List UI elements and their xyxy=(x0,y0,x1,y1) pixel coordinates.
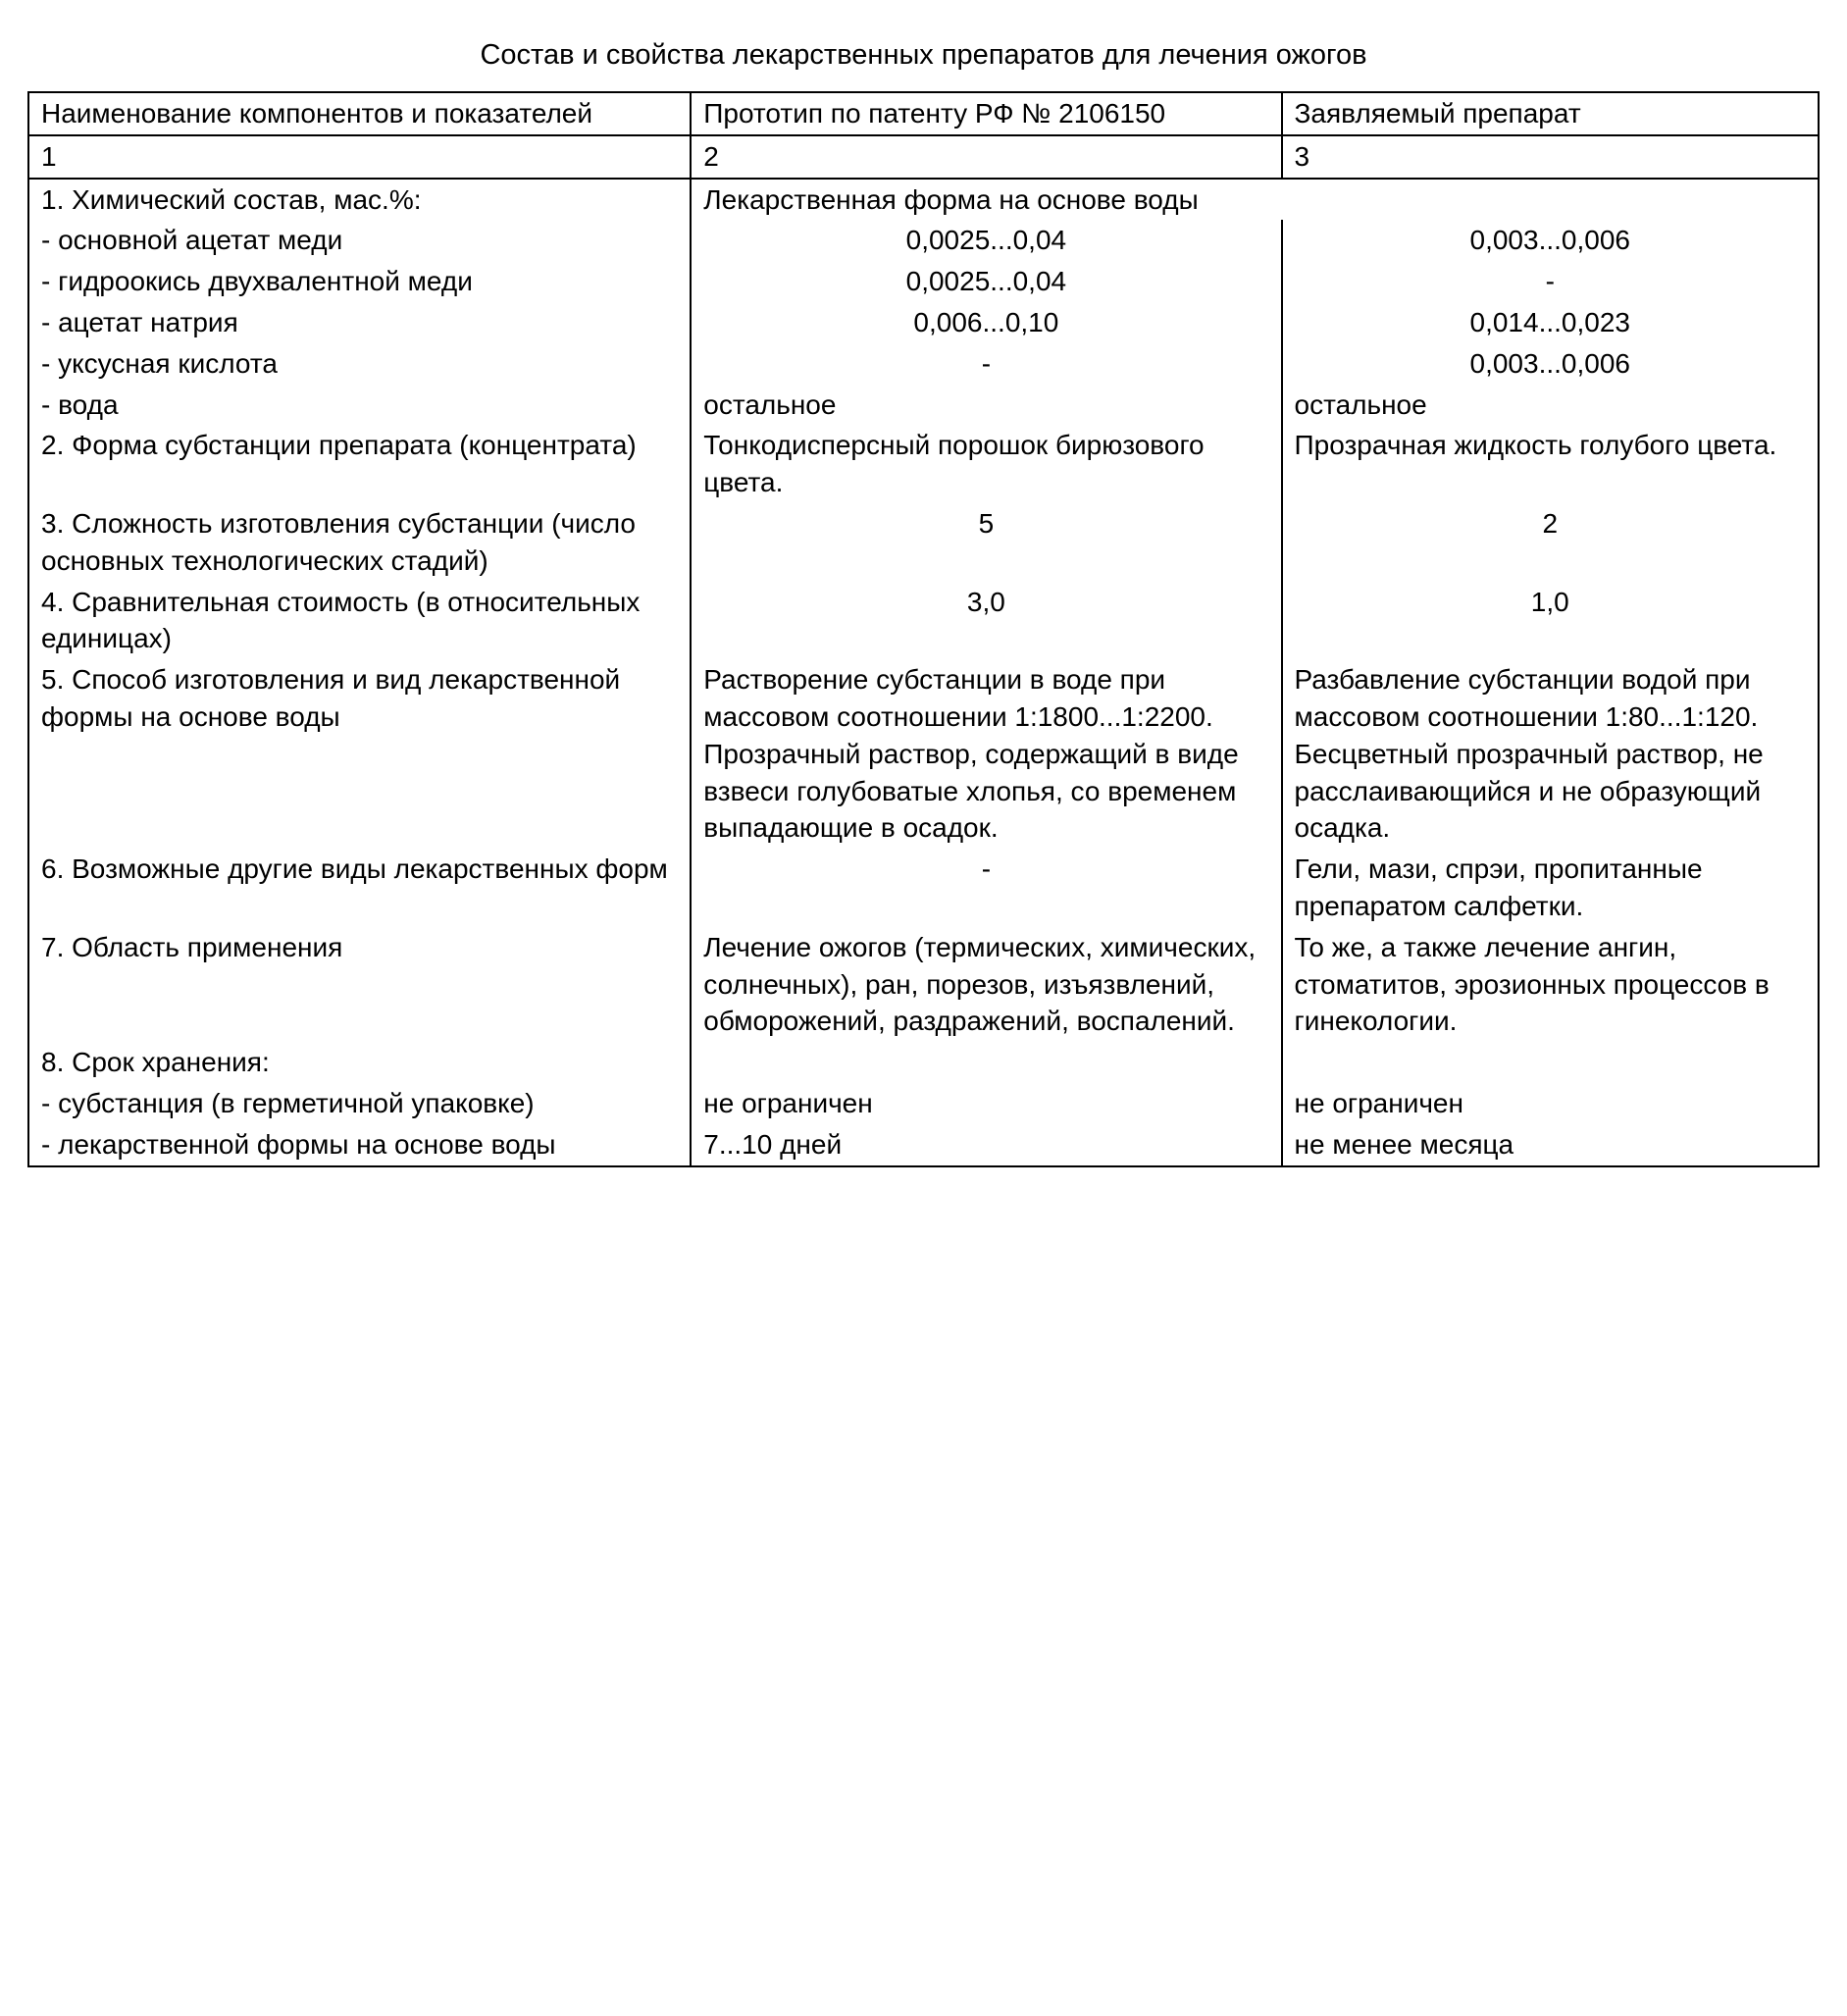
number-row: 1 2 3 xyxy=(28,135,1819,179)
cell-col3: 2 xyxy=(1282,503,1820,582)
table-row: 7. Область примененияЛечение ожогов (тер… xyxy=(28,927,1819,1042)
cell-col3: 0,014...0,023 xyxy=(1282,302,1820,343)
cell-col1: - вода xyxy=(28,385,691,426)
table-row: - гидроокись двухвалентной меди0,0025...… xyxy=(28,261,1819,302)
cell-col1: 8. Срок хранения: xyxy=(28,1042,691,1083)
table-row: - водаостальноеостальное xyxy=(28,385,1819,426)
table-row: 8. Срок хранения: xyxy=(28,1042,1819,1083)
header-cell-1: Наименование компонентов и показателей xyxy=(28,92,691,135)
cell-col2: 5 xyxy=(691,503,1281,582)
cell-col2: 7...10 дней xyxy=(691,1124,1281,1166)
header-cell-3: Заявляемый препарат xyxy=(1282,92,1820,135)
table-row: 6. Возможные другие виды лекарственных ф… xyxy=(28,849,1819,927)
cell-col1: - основной ацетат меди xyxy=(28,220,691,261)
cell-col1: - субстанция (в герметичной упаковке) xyxy=(28,1083,691,1124)
comparison-table: Наименование компонентов и показателей П… xyxy=(27,91,1820,1167)
cell-col3: То же, а также лечение ангин, стоматитов… xyxy=(1282,927,1820,1042)
cell-col1: 2. Форма субстанции препарата (концентра… xyxy=(28,425,691,503)
cell-col1: 5. Способ изготовления и вид лекарственн… xyxy=(28,659,691,849)
cell-col3: 0,003...0,006 xyxy=(1282,220,1820,261)
cell-col2: Растворение субстанции в воде при массов… xyxy=(691,659,1281,849)
cell-col3 xyxy=(1282,1042,1820,1083)
table-row: 5. Способ изготовления и вид лекарственн… xyxy=(28,659,1819,849)
cell-col1: - ацетат натрия xyxy=(28,302,691,343)
cell-col2: 0,0025...0,04 xyxy=(691,261,1281,302)
header-row: Наименование компонентов и показателей П… xyxy=(28,92,1819,135)
cell-col3: не ограничен xyxy=(1282,1083,1820,1124)
cell-col2: Тонкодисперсный порошок бирюзового цвета… xyxy=(691,425,1281,503)
cell-col2: не ограничен xyxy=(691,1083,1281,1124)
cell-col2-merged: Лекарственная форма на основе воды xyxy=(691,179,1819,221)
cell-col1: 6. Возможные другие виды лекарственных ф… xyxy=(28,849,691,927)
cell-col2: 0,0025...0,04 xyxy=(691,220,1281,261)
cell-col1: - уксусная кислота xyxy=(28,343,691,385)
cell-col3: остальное xyxy=(1282,385,1820,426)
cell-col2: 3,0 xyxy=(691,582,1281,660)
table-row: 4. Сравнительная стоимость (в относитель… xyxy=(28,582,1819,660)
cell-col1: 7. Область применения xyxy=(28,927,691,1042)
cell-col3: Прозрачная жидкость голубого цвета. xyxy=(1282,425,1820,503)
table-row: 1. Химический состав, мас.%:Лекарственна… xyxy=(28,179,1819,221)
numcell-3: 3 xyxy=(1282,135,1820,179)
cell-col3: не менее месяца xyxy=(1282,1124,1820,1166)
table-row: 3. Сложность изготовления субстанции (чи… xyxy=(28,503,1819,582)
table-title: Состав и свойства лекарственных препарат… xyxy=(27,39,1820,72)
table-row: - ацетат натрия0,006...0,100,014...0,023 xyxy=(28,302,1819,343)
cell-col1: 3. Сложность изготовления субстанции (чи… xyxy=(28,503,691,582)
cell-col2: - xyxy=(691,849,1281,927)
table-row: - уксусная кислота-0,003...0,006 xyxy=(28,343,1819,385)
cell-col3: 0,003...0,006 xyxy=(1282,343,1820,385)
cell-col3: - xyxy=(1282,261,1820,302)
cell-col1: - лекарственной формы на основе воды xyxy=(28,1124,691,1166)
table-row: - субстанция (в герметичной упаковке)не … xyxy=(28,1083,1819,1124)
numcell-2: 2 xyxy=(691,135,1281,179)
table-row: 2. Форма субстанции препарата (концентра… xyxy=(28,425,1819,503)
numcell-1: 1 xyxy=(28,135,691,179)
cell-col3: Разбавление субстанции водой при массово… xyxy=(1282,659,1820,849)
cell-col2: Лечение ожогов (термических, химических,… xyxy=(691,927,1281,1042)
cell-col3: 1,0 xyxy=(1282,582,1820,660)
cell-col1: 4. Сравнительная стоимость (в относитель… xyxy=(28,582,691,660)
cell-col2 xyxy=(691,1042,1281,1083)
cell-col2: 0,006...0,10 xyxy=(691,302,1281,343)
table-row: - основной ацетат меди0,0025...0,040,003… xyxy=(28,220,1819,261)
cell-col2: - xyxy=(691,343,1281,385)
table-row: - лекарственной формы на основе воды7...… xyxy=(28,1124,1819,1166)
header-cell-2: Прототип по патенту РФ № 2106150 xyxy=(691,92,1281,135)
cell-col1: 1. Химический состав, мас.%: xyxy=(28,179,691,221)
cell-col1: - гидроокись двухвалентной меди xyxy=(28,261,691,302)
cell-col3: Гели, мази, спрэи, пропитанные препарато… xyxy=(1282,849,1820,927)
cell-col2: остальное xyxy=(691,385,1281,426)
